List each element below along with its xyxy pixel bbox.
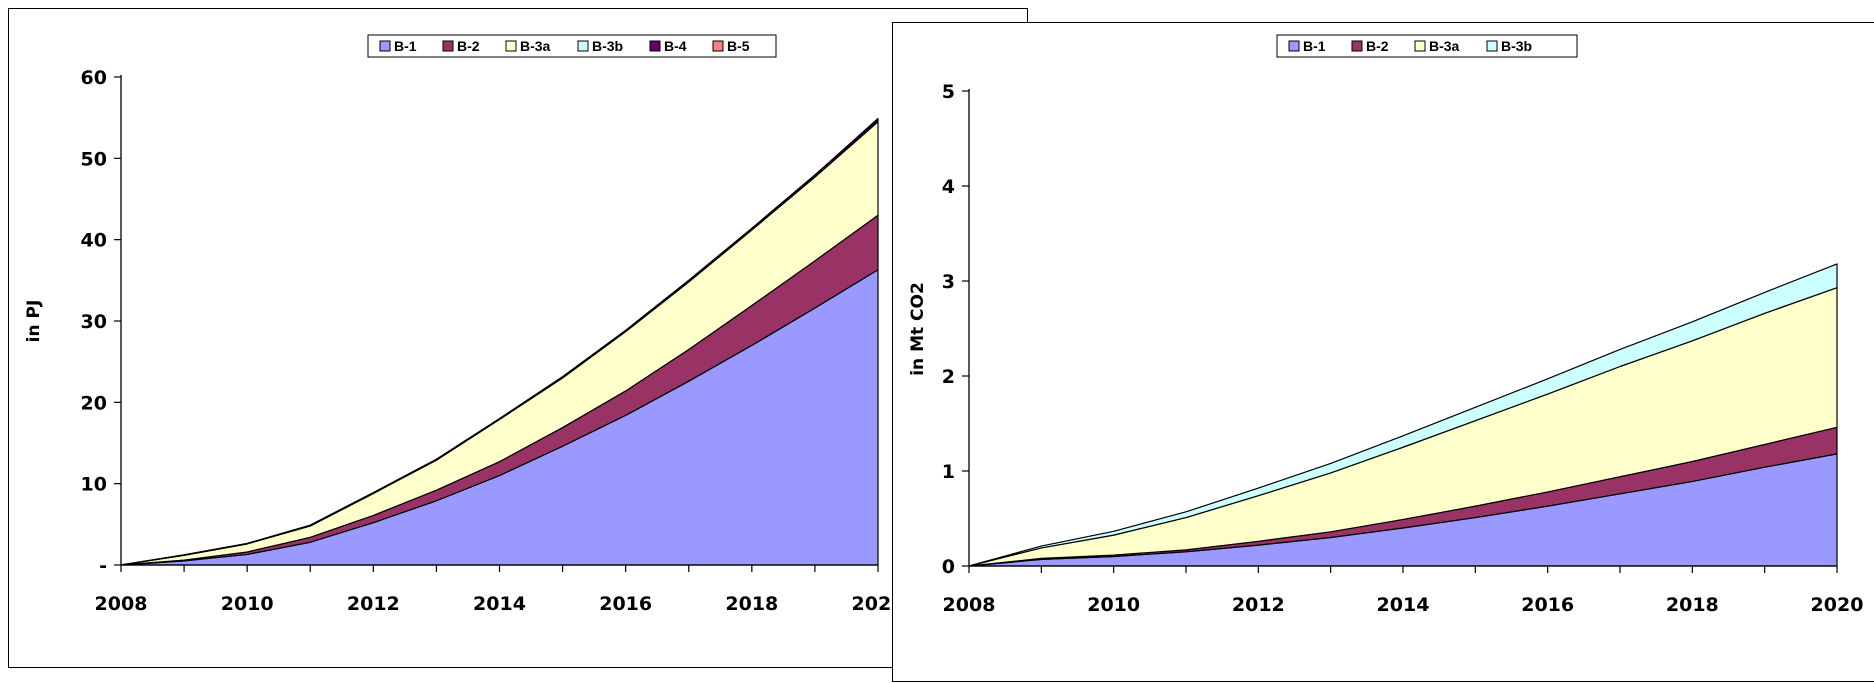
y-tick-label: 20: [81, 392, 107, 414]
x-tick-label: 2016: [599, 593, 652, 615]
legend: B-1 B-2 B-3a B-3b B-4 B-5: [367, 34, 777, 58]
y-tick-label: 4: [942, 176, 955, 198]
x-tick-label: 2018: [725, 593, 778, 615]
area-chart-energy: - 10 20 30 40 50 60 2008 2010 2012 2014 2016 2018 202…: [24, 34, 905, 615]
legend-label-b-2: B-2: [457, 38, 480, 54]
legend-swatch-b-5: [712, 40, 724, 52]
legend-swatch-b-4: [649, 40, 661, 52]
stacked-areas: [968, 263, 1838, 567]
y-tick-label: 0: [942, 556, 955, 578]
y-tick-label: -: [99, 555, 107, 577]
legend-swatch-b-2: [1351, 40, 1363, 52]
legend: B-1 B-2 B-3a B-3b: [1276, 34, 1578, 58]
y-axis-title: in Mt CO2: [908, 282, 928, 376]
y-tick-label: 1: [942, 461, 955, 483]
x-tick-label: 2012: [1232, 594, 1285, 616]
legend-label-b-3b: B-3b: [592, 38, 623, 54]
legend-label-b-1: B-1: [394, 38, 417, 54]
x-tick-label: 2012: [347, 593, 400, 615]
x-tick-label: 2020: [852, 593, 905, 615]
x-tick-label: 2014: [473, 593, 526, 615]
legend-swatch-b-3b: [577, 40, 589, 52]
y-tick-label: 60: [81, 67, 107, 89]
legend-label-b-3a: B-3a: [520, 38, 551, 54]
legend-label-b-5: B-5: [727, 38, 750, 54]
legend-swatch-b-3a: [505, 40, 517, 52]
y-tick-label: 40: [81, 230, 107, 252]
y-tick-label: 50: [81, 148, 107, 170]
x-tick-label: 2010: [1087, 594, 1140, 616]
legend-label-b-1: B-1: [1303, 38, 1326, 54]
legend-swatch-b-3b: [1486, 40, 1498, 52]
x-tick-label: 2020: [1811, 594, 1864, 616]
legend-swatch-b-2: [442, 40, 454, 52]
chart-panel-energy: -10 20 30 40 50 60 2008 2010 2012 2014 2016 2018 202…: [8, 8, 1028, 668]
x-tick-label: 2008: [943, 594, 996, 616]
legend-swatch-b-3a: [1414, 40, 1426, 52]
y-tick-label: 10: [81, 474, 107, 496]
legend-label-b-3a: B-3a: [1429, 38, 1460, 54]
legend-label-b-3b: B-3b: [1501, 38, 1532, 54]
legend-swatch-b-1: [379, 40, 391, 52]
x-tick-label: 2008: [95, 593, 148, 615]
x-tick-label: 2016: [1521, 594, 1574, 616]
x-tick-label: 2010: [221, 593, 274, 615]
y-tick-label: 3: [942, 271, 955, 293]
y-axis-title: in PJ: [24, 300, 44, 343]
y-tick-label: 30: [81, 311, 107, 333]
legend-box: [367, 34, 777, 58]
legend-swatch-b-1: [1288, 40, 1300, 52]
area-series-b-3b: [968, 263, 1838, 567]
x-tick-label: 2014: [1377, 594, 1430, 616]
area-series-b-5: [120, 117, 879, 566]
legend-label-b-4: B-4: [664, 38, 687, 54]
y-tick-label: 5: [942, 81, 955, 103]
chart-panel-co2: 0 1 2 3 4 5 2008 2010 2012 2014 2016 2018 2020 in Mt …: [892, 22, 1874, 682]
area-chart-co2: 0 1 2 3 4 5 2008 2010 2012 2014 2016 2018 2020 in Mt …: [908, 34, 1864, 616]
x-tick-label: 2018: [1666, 594, 1719, 616]
legend-label-b-2: B-2: [1366, 38, 1389, 54]
y-tick-label: 2: [942, 366, 955, 388]
stacked-areas: [120, 117, 879, 566]
